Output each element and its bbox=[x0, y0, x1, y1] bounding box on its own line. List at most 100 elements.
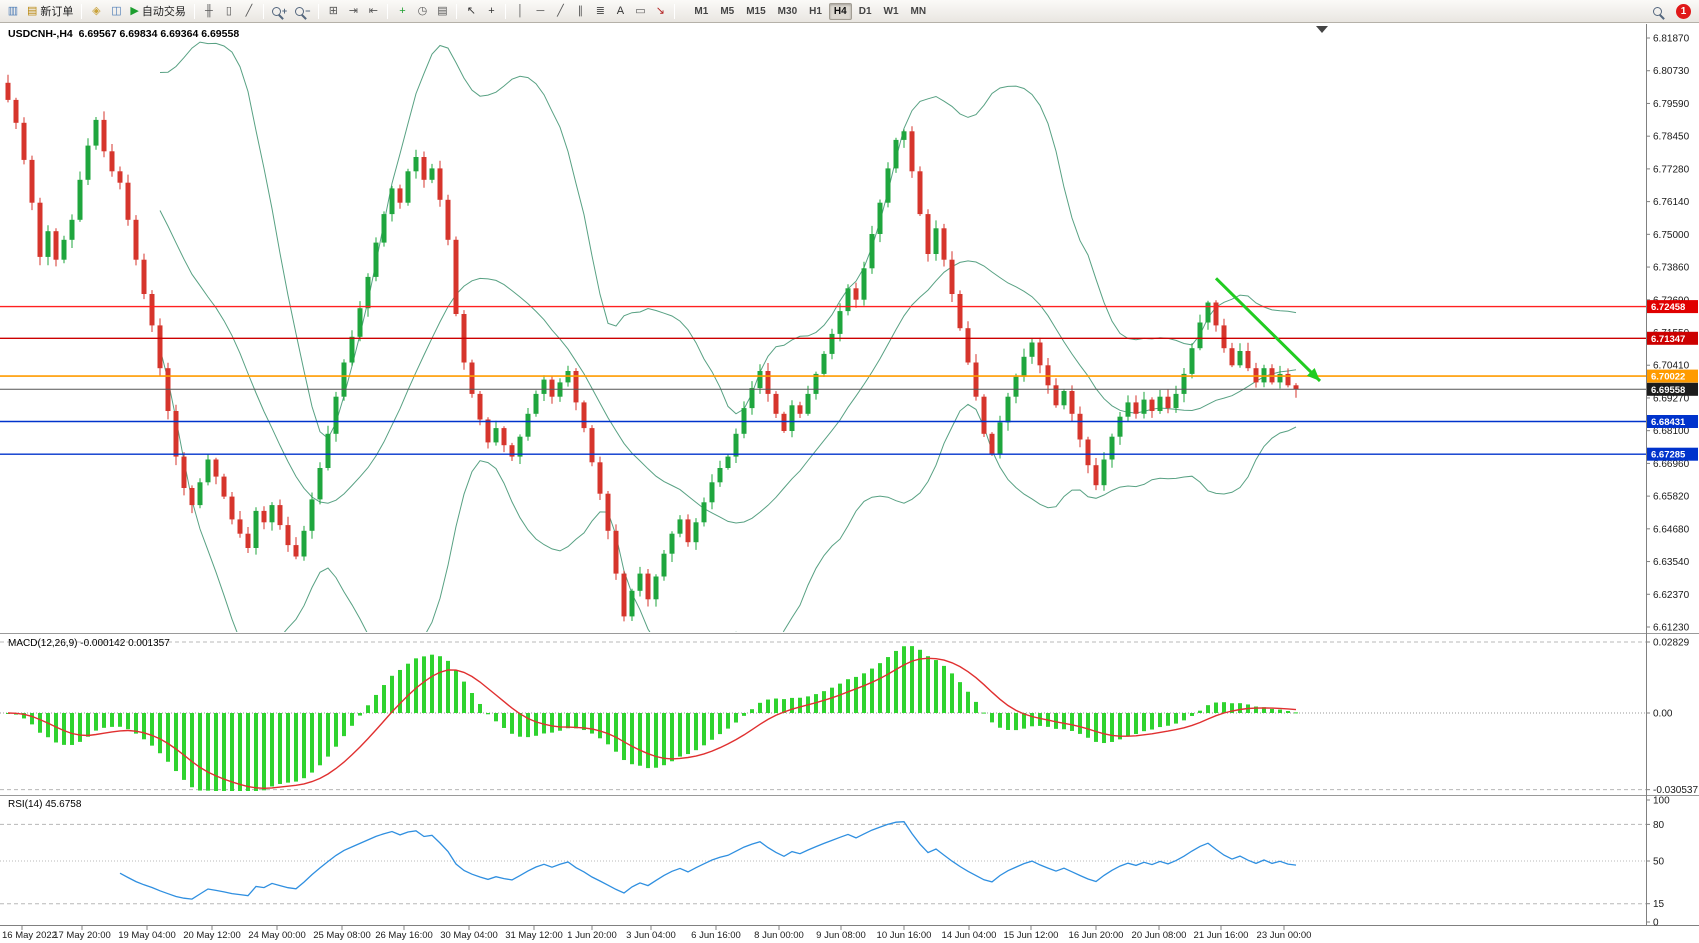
horizontal-line-icon: ─ bbox=[536, 4, 545, 17]
new-order-button-label: 新订单 bbox=[40, 6, 74, 18]
svg-text:100: 100 bbox=[1653, 796, 1670, 807]
rsi-line bbox=[119, 821, 1297, 900]
svg-text:6.76140: 6.76140 bbox=[1653, 197, 1690, 208]
toolbar-right: 1 bbox=[1648, 2, 1695, 20]
svg-text:0: 0 bbox=[1653, 918, 1659, 929]
toolbar-separator bbox=[81, 3, 83, 19]
channel-icon: ∥ bbox=[577, 4, 584, 17]
arrows-icon: ↘ bbox=[655, 4, 666, 17]
svg-text:6.72458: 6.72458 bbox=[1651, 302, 1685, 313]
timeframe-mn-button[interactable]: MN bbox=[910, 5, 927, 17]
svg-text:9 Jun 08:00: 9 Jun 08:00 bbox=[816, 930, 866, 941]
crosshair-icon[interactable]: + bbox=[482, 2, 500, 20]
svg-text:0.00: 0.00 bbox=[1653, 709, 1673, 720]
svg-text:20 May 12:00: 20 May 12:00 bbox=[183, 930, 241, 941]
svg-text:20 Jun 08:00: 20 Jun 08:00 bbox=[1132, 930, 1187, 941]
bollinger-lower-band bbox=[159, 348, 1297, 632]
mql-editor-icon: ◈ bbox=[92, 4, 101, 17]
macd-signal-line bbox=[7, 657, 1297, 790]
svg-text:21 Jun 16:00: 21 Jun 16:00 bbox=[1194, 930, 1249, 941]
svg-text:6.65820: 6.65820 bbox=[1653, 492, 1690, 503]
text-icon[interactable]: A bbox=[611, 2, 629, 20]
notification-badge[interactable]: 1 bbox=[1676, 3, 1691, 19]
svg-text:6.63540: 6.63540 bbox=[1653, 557, 1690, 568]
svg-text:6.61230: 6.61230 bbox=[1653, 623, 1690, 634]
auto-scroll-icon[interactable]: ⇥ bbox=[344, 2, 362, 20]
indicators-icon[interactable]: + bbox=[393, 2, 411, 20]
new-chart-icon: ▥ bbox=[7, 4, 19, 17]
trend-arrow[interactable] bbox=[1214, 277, 1322, 383]
trend-arrow-head bbox=[1306, 367, 1320, 381]
timeframe-m5-button[interactable]: M5 bbox=[720, 5, 735, 17]
cursor-icon[interactable]: ↖ bbox=[462, 2, 480, 20]
timeframe-m1-button[interactable]: M1 bbox=[694, 5, 709, 17]
auto-trading-button[interactable]: ▶ 自动交易 bbox=[127, 2, 188, 20]
timeframe-h1-button[interactable]: H1 bbox=[809, 5, 822, 17]
tile-windows-icon: ⊞ bbox=[328, 4, 339, 17]
toolbar-buttons: ▥ ▤ 新订单 ◈ ◫ ▶ 自动交易 ╫ ▯ ╱ + − ⊞ ⇥ ⇤ + ◷ ▤ ↖ + │ ─ ╱ ∥ ≣ A ▭ ↘ bbox=[4, 2, 678, 20]
crosshair-icon: + bbox=[488, 4, 495, 17]
svg-text:6 Jun 16:00: 6 Jun 16:00 bbox=[691, 930, 741, 941]
channel-icon[interactable]: ∥ bbox=[571, 2, 589, 20]
text-label-icon[interactable]: ▭ bbox=[631, 2, 649, 20]
timeframe-d1-button[interactable]: D1 bbox=[858, 5, 872, 17]
bollinger-middle-band bbox=[159, 210, 1297, 524]
new-order-button[interactable]: ▤ 新订单 bbox=[24, 2, 76, 20]
market-watch-icon[interactable]: ◫ bbox=[107, 2, 125, 20]
bar-chart-icon[interactable]: ╫ bbox=[200, 2, 218, 20]
bar-chart-icon: ╫ bbox=[204, 4, 213, 17]
svg-text:23 Jun 00:00: 23 Jun 00:00 bbox=[1257, 930, 1312, 941]
svg-text:0.02829: 0.02829 bbox=[1653, 637, 1690, 648]
price-tag-6.72458: 6.72458 bbox=[1647, 300, 1698, 314]
svg-text:6.67285: 6.67285 bbox=[1651, 450, 1686, 461]
price-tag-6.69558: 6.69558 bbox=[1647, 382, 1698, 396]
toolbar-separator bbox=[262, 3, 264, 19]
tile-windows-icon[interactable]: ⊞ bbox=[324, 2, 342, 20]
svg-text:30 May 04:00: 30 May 04:00 bbox=[440, 930, 498, 941]
timeframe-h4-button[interactable]: H4 bbox=[828, 2, 852, 20]
mql-editor-icon[interactable]: ◈ bbox=[87, 2, 105, 20]
auto-scroll-icon: ⇥ bbox=[348, 4, 359, 17]
zoom-out-icon[interactable]: − bbox=[292, 2, 313, 20]
svg-text:-0.030537: -0.030537 bbox=[1653, 785, 1698, 796]
periods-icon[interactable]: ◷ bbox=[413, 2, 431, 20]
svg-text:6.69558: 6.69558 bbox=[1651, 385, 1685, 396]
svg-text:6.73860: 6.73860 bbox=[1653, 263, 1690, 274]
svg-text:80: 80 bbox=[1653, 820, 1665, 831]
svg-text:14 Jun 04:00: 14 Jun 04:00 bbox=[942, 930, 997, 941]
svg-text:10 Jun 16:00: 10 Jun 16:00 bbox=[877, 930, 932, 941]
fibonacci-icon[interactable]: ≣ bbox=[591, 2, 609, 20]
chart-shift-marker[interactable] bbox=[1316, 26, 1328, 33]
svg-text:6.66960: 6.66960 bbox=[1653, 459, 1690, 470]
svg-text:6.64680: 6.64680 bbox=[1653, 524, 1690, 535]
timeframe-w1-button[interactable]: W1 bbox=[883, 5, 899, 17]
svg-text:6.80730: 6.80730 bbox=[1653, 66, 1690, 77]
trendline-icon[interactable]: ╱ bbox=[551, 2, 569, 20]
svg-text:6.68431: 6.68431 bbox=[1651, 417, 1686, 428]
svg-text:1 Jun 20:00: 1 Jun 20:00 bbox=[567, 930, 617, 941]
rsi-indicator-label: RSI(14) 45.6758 bbox=[8, 799, 82, 810]
auto-trading-button-label: 自动交易 bbox=[141, 6, 186, 18]
search-icon[interactable] bbox=[1648, 2, 1666, 20]
new-order-button: ▤ bbox=[27, 4, 38, 17]
candlestick-chart-icon[interactable]: ▯ bbox=[220, 2, 238, 20]
zoom-in-icon[interactable]: + bbox=[269, 2, 290, 20]
svg-text:6.69270: 6.69270 bbox=[1653, 393, 1690, 404]
indicators-icon: + bbox=[399, 4, 406, 17]
timeframe-m30-button[interactable]: M30 bbox=[777, 5, 798, 17]
svg-text:6.81870: 6.81870 bbox=[1653, 34, 1690, 45]
vertical-line-icon[interactable]: │ bbox=[511, 2, 529, 20]
new-chart-icon[interactable]: ▥ bbox=[4, 2, 22, 20]
chart-shift-icon[interactable]: ⇤ bbox=[364, 2, 382, 20]
templates-icon[interactable]: ▤ bbox=[433, 2, 451, 20]
horizontal-line-icon[interactable]: ─ bbox=[531, 2, 549, 20]
line-chart-icon[interactable]: ╱ bbox=[240, 2, 258, 20]
svg-text:3 Jun 04:00: 3 Jun 04:00 bbox=[626, 930, 676, 941]
arrows-icon[interactable]: ↘ bbox=[651, 2, 669, 20]
toolbar-separator bbox=[674, 3, 676, 19]
timeframe-m15-button[interactable]: M15 bbox=[746, 5, 766, 17]
rsi-panel-layer bbox=[0, 821, 1646, 905]
